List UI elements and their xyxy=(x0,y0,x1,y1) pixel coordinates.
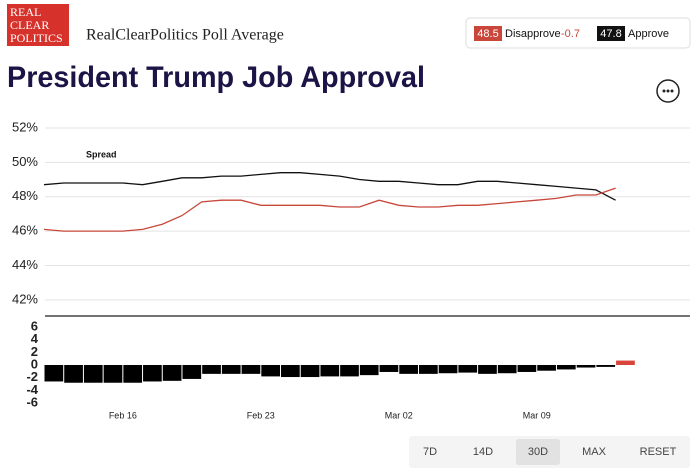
range-button[interactable]: RESET xyxy=(640,446,677,458)
bar xyxy=(143,365,162,382)
bar xyxy=(537,365,556,371)
bar xyxy=(162,365,182,381)
bar xyxy=(202,365,221,374)
y-tick-label: 44% xyxy=(12,257,38,272)
bar xyxy=(221,365,241,374)
bar xyxy=(281,365,300,378)
legend-name: Disapprove xyxy=(505,28,561,40)
logo-text: CLEAR xyxy=(10,18,49,32)
bar xyxy=(123,365,143,383)
legend-badge xyxy=(597,26,625,41)
x-tick-label: Feb 16 xyxy=(109,410,137,420)
legend-badge xyxy=(474,26,502,41)
bar xyxy=(517,365,537,372)
menu-dot xyxy=(666,89,670,93)
bar xyxy=(576,365,596,368)
bar xyxy=(300,365,320,378)
y-tick-label: 52% xyxy=(12,119,38,134)
legend-box xyxy=(465,17,691,49)
y-tick-label: 6 xyxy=(31,318,38,333)
x-tick-label: Feb 23 xyxy=(247,410,275,420)
bar xyxy=(596,365,616,367)
bar xyxy=(261,365,281,377)
bar xyxy=(64,365,83,383)
legend-name: Approve xyxy=(628,28,669,40)
y-tick-label: 2 xyxy=(31,344,38,359)
y-tick-label: -6 xyxy=(26,394,38,409)
bar xyxy=(478,365,497,374)
series-line xyxy=(43,172,616,201)
legend-value: 48.5 xyxy=(477,28,498,40)
y-tick-label: -4 xyxy=(26,382,38,397)
bar xyxy=(340,365,359,377)
series-line xyxy=(43,187,616,232)
bar xyxy=(103,365,123,383)
y-tick-label: 42% xyxy=(12,291,38,306)
range-button-selected xyxy=(516,439,560,465)
bar xyxy=(182,365,202,379)
logo-text: POLITICS xyxy=(10,31,63,45)
bar xyxy=(83,365,103,383)
bar xyxy=(616,360,635,365)
bar xyxy=(497,365,517,374)
y-tick-label: 4 xyxy=(31,331,39,346)
range-button[interactable]: 30D xyxy=(528,446,548,458)
y-tick-label: 48% xyxy=(12,188,38,203)
legend-change: -0.7 xyxy=(561,28,580,40)
x-tick-label: Mar 09 xyxy=(523,410,551,420)
y-tick-label: 46% xyxy=(12,223,38,238)
y-tick-label: 50% xyxy=(12,154,38,169)
range-button[interactable]: 14D xyxy=(473,446,493,458)
bar xyxy=(418,365,438,374)
spread-label: Spread xyxy=(86,149,117,159)
page-title: President Trump Job Approval xyxy=(7,61,425,94)
logo xyxy=(7,4,69,46)
bar xyxy=(241,365,261,374)
y-tick-label: -2 xyxy=(26,369,38,384)
bar xyxy=(458,365,478,373)
range-button[interactable]: 7D xyxy=(423,446,437,458)
range-button[interactable]: MAX xyxy=(582,446,607,458)
menu-dot xyxy=(670,89,674,93)
logo-text: REAL xyxy=(10,5,41,19)
legend-value: 47.8 xyxy=(600,28,621,40)
bar xyxy=(379,365,399,372)
bar xyxy=(44,365,64,382)
bar xyxy=(399,365,418,374)
bar xyxy=(438,365,458,374)
y-tick-label: 0 xyxy=(31,356,38,371)
x-tick-label: Mar 02 xyxy=(385,410,413,420)
source: RealClearPolitics Poll Average xyxy=(86,27,284,44)
bar xyxy=(359,365,379,376)
bar xyxy=(320,365,340,377)
bar xyxy=(556,365,576,370)
menu-dot xyxy=(662,89,666,93)
